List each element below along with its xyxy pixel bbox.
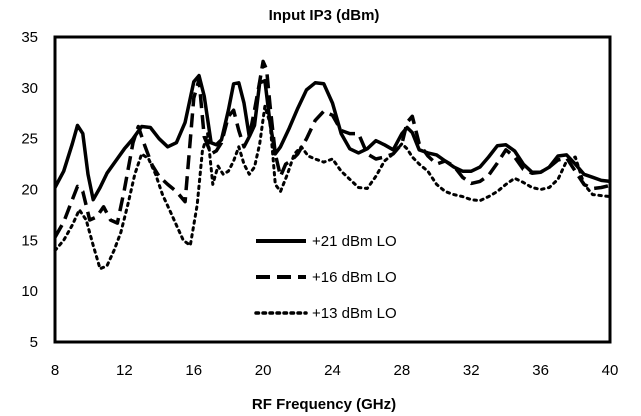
y-tick-label: 30: [21, 80, 38, 97]
x-tick-label: 16: [185, 362, 202, 379]
y-tick-label: 35: [21, 29, 38, 46]
x-tick-labels: 8 12 16 20 24 28 32 36 40: [51, 362, 619, 379]
y-tick-label: 15: [21, 232, 38, 249]
x-tick-label: 20: [255, 362, 272, 379]
series-line-3: [53, 104, 612, 271]
y-tick-label: 5: [30, 334, 38, 351]
series-lines: [53, 59, 612, 271]
x-tick-label: 32: [463, 362, 480, 379]
legend-label-2: +16 dBm LO: [312, 269, 397, 286]
x-tick-label: 40: [602, 362, 619, 379]
x-tick-label: 8: [51, 362, 59, 379]
legend-label-1: +21 dBm LO: [312, 233, 397, 250]
x-tick-label: 24: [324, 362, 341, 379]
x-tick-label: 12: [116, 362, 133, 379]
legend-label-3: +13 dBm LO: [312, 305, 397, 322]
x-tick-label: 36: [532, 362, 549, 379]
chart-title: Input IP3 (dBm): [269, 7, 380, 24]
legend: +21 dBm LO +16 dBm LO +13 dBm LO: [254, 233, 397, 322]
y-tick-label: 20: [21, 182, 38, 199]
y-tick-label: 25: [21, 131, 38, 148]
y-tick-label: 10: [21, 283, 38, 300]
x-tick-label: 28: [394, 362, 411, 379]
y-tick-labels: 5 10 15 20 25 30 35: [21, 29, 38, 351]
x-axis-label: RF Frequency (GHz): [252, 396, 396, 413]
series-line-1: [53, 73, 611, 202]
